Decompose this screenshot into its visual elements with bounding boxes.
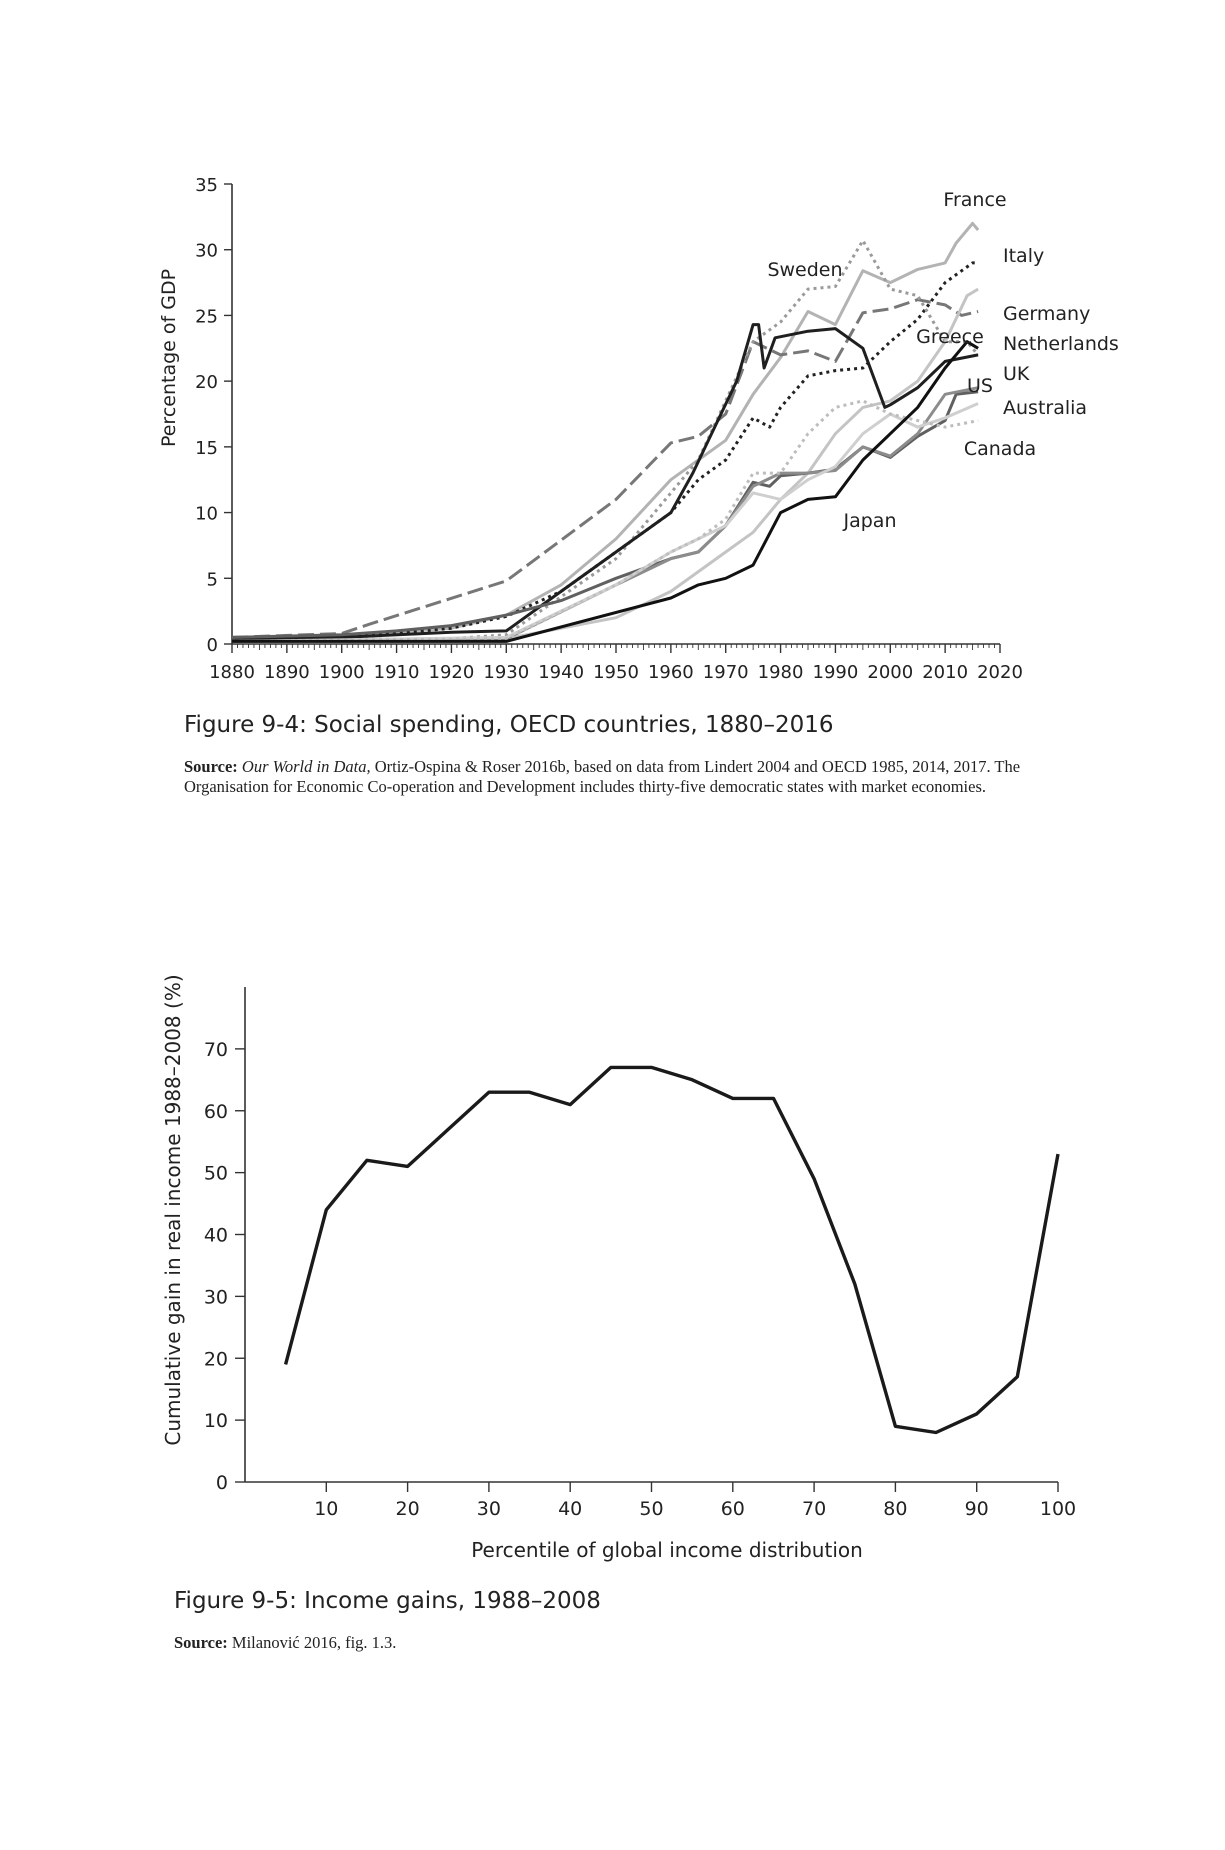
series-line-sweden — [231, 323, 979, 642]
x-tick-label: 1960 — [648, 662, 694, 683]
x-tick-label: 90 — [965, 1498, 989, 1520]
x-tick-label: 50 — [639, 1498, 663, 1520]
x-tick-label: 1910 — [374, 662, 420, 683]
x-tick-label: 1920 — [429, 662, 475, 683]
figure-caption-9-5: Figure 9-5: Income gains, 1988–2008 — [174, 1588, 601, 1614]
series-line-uk — [231, 390, 979, 639]
source-label: Source: — [184, 757, 238, 776]
y-tick-label: 50 — [204, 1163, 228, 1185]
y-tick-label: 20 — [204, 1348, 228, 1370]
series-line-france — [231, 221, 980, 639]
y-tick-label: 35 — [195, 175, 218, 196]
x-tick-label: 1950 — [593, 662, 639, 683]
chart1-series — [231, 221, 980, 643]
y-tick-label: 30 — [204, 1286, 228, 1308]
x-tick-label: 10 — [314, 1498, 338, 1520]
source-label: Source: — [174, 1633, 228, 1652]
figure-source-9-4: Source: Our World in Data, Ortiz-Ospina … — [184, 757, 1064, 797]
series-label-italy: Italy — [1003, 245, 1044, 267]
income-gain-line — [283, 1065, 1060, 1435]
figure-source-9-5: Source: Milanović 2016, fig. 1.3. — [174, 1633, 1054, 1653]
series-label-greece: Greece — [916, 326, 984, 348]
x-tick-label: 2010 — [922, 662, 968, 683]
y-tick-label: 5 — [207, 569, 218, 590]
series-label-sweden: Sweden — [767, 259, 842, 281]
series-label-germany: Germany — [1003, 303, 1090, 325]
x-tick-label: 1940 — [538, 662, 584, 683]
series-label-netherlands: Netherlands — [1003, 333, 1119, 355]
chart2-y-axis-label: Cumulative gain in real income 1988–2008… — [161, 974, 185, 1445]
x-tick-label: 70 — [802, 1498, 826, 1520]
chart2-x-axis-label: Percentile of global income distribution — [471, 1538, 863, 1562]
x-tick-label: 20 — [396, 1498, 420, 1520]
x-tick-label: 1930 — [483, 662, 529, 683]
series-label-japan: Japan — [843, 510, 897, 532]
series-label-france: France — [943, 189, 1006, 211]
x-tick-label: 100 — [1040, 1498, 1076, 1520]
series-line-netherlands — [231, 239, 980, 642]
y-tick-label: 0 — [216, 1472, 228, 1494]
series-line-us — [231, 386, 979, 643]
y-tick-label: 15 — [195, 438, 218, 459]
y-tick-label: 10 — [195, 504, 218, 525]
source-italic: Our World in Data, — [241, 757, 371, 776]
series-line-italy — [231, 261, 979, 641]
x-tick-label: 1890 — [264, 662, 310, 683]
chart1-series-labels: France Italy Sweden Germany Greece Netherland… — [767, 189, 1118, 532]
y-tick-label: 0 — [207, 635, 218, 656]
x-tick-label: 40 — [558, 1498, 582, 1520]
x-tick-label: 30 — [477, 1498, 501, 1520]
chart2-series — [283, 1065, 1060, 1435]
figure-caption-9-4: Figure 9-4: Social spending, OECD countr… — [184, 712, 834, 738]
x-tick-label: 80 — [883, 1498, 907, 1520]
x-tick-label: 1970 — [703, 662, 749, 683]
series-label-uk: UK — [1003, 363, 1030, 385]
y-tick-label: 30 — [195, 241, 218, 262]
social-spending-chart: 0 5 10 15 20 25 30 35 1880 1890 1900 1910 1920 1930 19… — [158, 175, 1119, 683]
x-tick-label: 2000 — [867, 662, 913, 683]
series-label-australia: Australia — [1003, 397, 1087, 419]
y-tick-label: 40 — [204, 1225, 228, 1247]
x-tick-label: 1990 — [813, 662, 859, 683]
y-tick-label: 20 — [195, 372, 218, 393]
source-text: Milanović 2016, fig. 1.3. — [227, 1633, 397, 1652]
chart1-y-axis-label: Percentage of GDP — [158, 269, 180, 447]
chart1-axes: 0 5 10 15 20 25 30 35 1880 1890 1900 1910 1920 1930 19… — [195, 175, 1023, 683]
x-tick-label: 60 — [721, 1498, 745, 1520]
x-tick-label: 1880 — [209, 662, 255, 683]
x-tick-label: 2020 — [977, 662, 1023, 683]
y-tick-label: 70 — [204, 1039, 228, 1061]
series-line-australia — [231, 402, 979, 643]
y-tick-label: 60 — [204, 1101, 228, 1123]
series-line-japan — [232, 340, 979, 643]
x-tick-label: 1900 — [319, 662, 365, 683]
source-text: Ortiz-Ospina & Roser 2016b, based on dat… — [184, 757, 1021, 796]
y-tick-label: 10 — [204, 1410, 228, 1432]
series-label-canada: Canada — [964, 438, 1036, 460]
series-label-us: US — [967, 375, 993, 397]
chart2-axes: 0 10 20 30 40 50 60 70 10 20 30 40 50 60 70 80 90 100 — [204, 987, 1076, 1520]
y-tick-label: 25 — [195, 306, 218, 327]
series-line-germany — [231, 298, 979, 639]
x-tick-label: 1980 — [758, 662, 804, 683]
